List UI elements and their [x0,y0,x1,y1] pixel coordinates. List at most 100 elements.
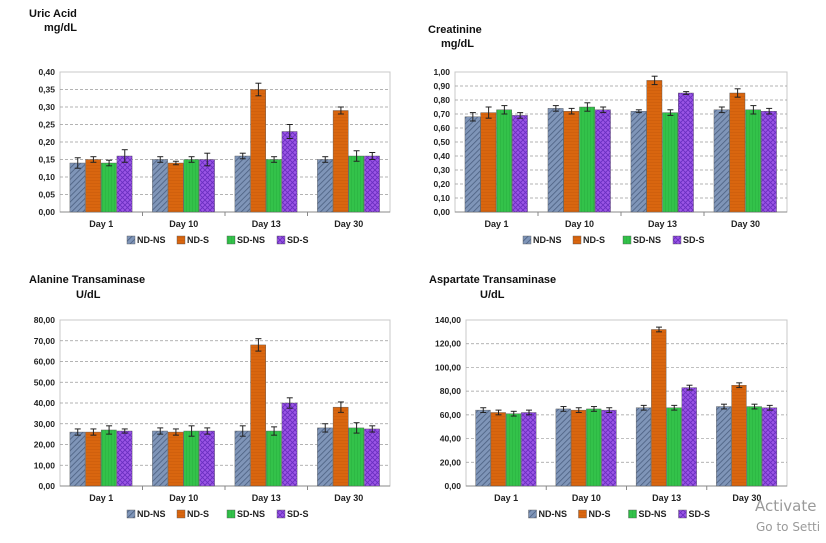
y-tick-label: 0,15 [38,155,55,165]
uric-acid-chart: 0,00 0,05 0,10 0,15 0,20 0,25 0,30 0,35 0,40 Day … [0,0,413,260]
y-tick-label: 0,20 [433,179,450,189]
y-tick-label: 0,10 [433,193,450,203]
bar-nd-s-day-13 [250,89,266,213]
alanine-transaminase-title: Alanine Transaminase [29,274,146,286]
y-tick-label: 0,00 [444,481,461,491]
bar-sd-ns-day-13 [266,159,282,213]
y-tick-label: 20,00 [440,457,462,467]
bar-nd-s-day-13 [250,344,266,487]
bar-nd-ns-day-10 [152,430,168,487]
legend-swatch [226,235,236,245]
legend-label: SD-S [683,235,705,245]
x-category-label: Day 30 [334,219,363,229]
legend-swatch [126,235,136,245]
bar-nd-s-day-1 [490,412,506,487]
legend-swatch [678,509,687,519]
bar-sd-ns-day-1 [496,109,512,213]
y-tick-label: 30,00 [34,419,56,429]
bar-sd-ns-day-13 [662,112,678,213]
x-category-label: Day 10 [169,219,198,229]
y-tick-label: 60,00 [440,410,462,420]
y-tick-label: 0,40 [433,151,450,161]
bar-sd-s-day-10 [199,159,215,213]
y-tick-label: 1,00 [433,67,450,77]
y-tick-label: 120,00 [435,339,461,349]
chart-svg: 0,00 0,10 0,20 0,30 0,40 0,50 0,60 0,70 0,80 0,90… [433,67,788,245]
bar-sd-ns-day-10 [586,408,602,487]
bar-sd-s-day-10 [199,430,215,487]
bar-nd-ns-day-10 [547,108,564,213]
legend-swatch [176,235,186,245]
y-tick-label: 50,00 [34,377,56,387]
aspartate-transaminase-unit: U/dL [480,289,505,301]
bar-nd-s-day-10 [563,110,580,213]
legend-label: SD-S [287,509,309,519]
chart-svg: 0,00 0,05 0,10 0,15 0,20 0,25 0,30 0,35 0,40 Day … [38,67,391,245]
legend-label: ND-S [583,235,605,245]
creatinine-chart: 0,00 0,10 0,20 0,30 0,40 0,50 0,60 0,70 0,80 0,90… [413,0,826,260]
bar-nd-ns-day-13 [630,110,647,213]
bar-nd-ns-day-1 [464,116,481,213]
y-tick-label: 70,00 [34,336,56,346]
bar-sd-ns-day-10 [183,159,200,213]
bar-nd-ns-day-1 [475,409,491,487]
bar-nd-s-day-30 [332,110,349,213]
x-category-label: Day 13 [652,493,681,503]
y-tick-label: 20,00 [34,440,56,450]
y-tick-label: 140,00 [435,315,461,325]
y-tick-label: 0,00 [38,481,55,491]
bar-sd-s-day-30 [761,110,777,213]
y-tick-label: 0,50 [433,137,450,147]
legend-label: ND-NS [137,235,166,245]
legend-label: ND-NS [539,509,568,519]
legend-swatch [572,235,582,245]
bar-sd-s-day-1 [521,412,537,487]
uric-acid-unit: mg/dL [44,22,77,34]
x-category-label: Day 13 [648,219,677,229]
x-category-label: Day 10 [565,219,594,229]
bar-nd-ns-day-30 [713,109,730,213]
bar-sd-ns-day-10 [579,106,595,213]
bar-sd-s-day-30 [761,407,778,487]
activate-watermark: Activate [755,497,817,515]
legend-label: ND-NS [137,509,166,519]
y-tick-label: 0,20 [38,137,55,147]
y-tick-label: 0,40 [38,67,55,77]
y-tick-label: 0,35 [38,85,55,95]
legend-swatch [672,235,682,245]
x-category-label: Day 10 [572,493,601,503]
legend-swatch [522,235,532,245]
aspartate-transaminase-title: Aspartate Transaminase [429,274,557,286]
bar-nd-ns-day-13 [635,407,652,487]
bar-sd-ns-day-10 [183,430,200,487]
bar-nd-ns-day-30 [716,406,732,487]
bar-nd-s-day-13 [646,80,663,213]
bar-nd-s-day-1 [480,112,497,213]
bar-sd-ns-day-30 [348,155,365,213]
legend-swatch [628,509,637,519]
legend-swatch [176,509,186,519]
x-category-label: Day 30 [732,493,761,503]
bar-sd-s-day-1 [116,430,133,487]
bar-sd-ns-day-30 [746,406,762,487]
bar-nd-s-day-1 [85,431,101,487]
y-tick-label: 0,00 [433,207,450,217]
x-category-label: Day 30 [334,493,363,503]
legend-label: SD-NS [639,509,667,519]
bar-sd-ns-day-13 [666,407,682,487]
legend-label: SD-NS [237,235,265,245]
x-category-label: Day 1 [89,219,113,229]
bar-sd-s-day-13 [678,92,694,213]
bar-nd-s-day-30 [332,406,349,487]
y-tick-label: 60,00 [34,357,56,367]
y-tick-label: 0,30 [38,102,55,112]
bar-nd-s-day-10 [167,162,184,213]
y-tick-label: 10,00 [34,460,56,470]
bar-sd-s-day-13 [681,387,697,487]
bar-nd-ns-day-1 [69,162,86,213]
bar-sd-s-day-1 [116,155,133,213]
y-tick-label: 40,00 [34,398,56,408]
legend-label: ND-S [589,509,611,519]
bar-sd-ns-day-1 [101,429,117,487]
bar-sd-s-day-13 [281,402,298,487]
